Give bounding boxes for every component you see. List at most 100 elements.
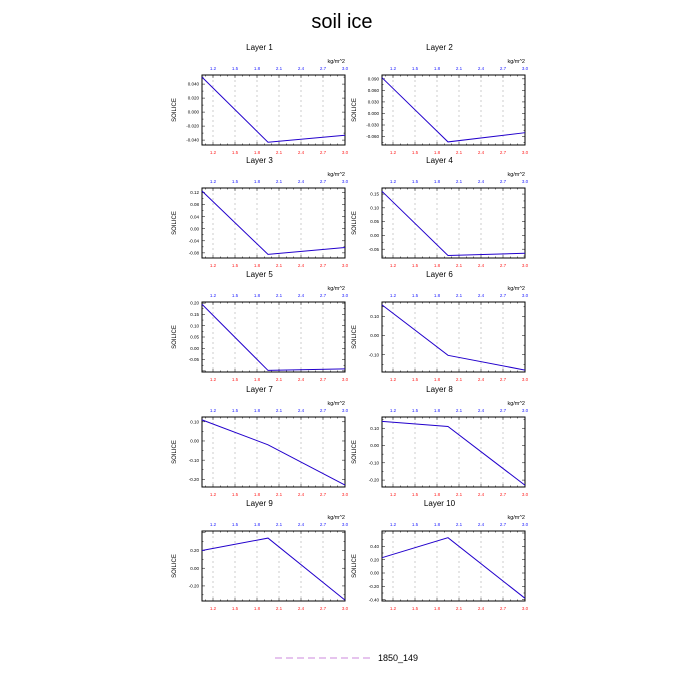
top-x-tick-label: 1.5 xyxy=(412,66,419,71)
top-x-tick-label: 1.8 xyxy=(254,179,261,184)
y-tick-label: 0.20 xyxy=(190,548,199,553)
top-x-tick-label: 2.1 xyxy=(456,293,463,298)
top-x-tick-label: 2.4 xyxy=(478,66,485,71)
top-x-tick-label: 1.8 xyxy=(254,522,261,527)
series-line xyxy=(201,76,346,143)
top-x-tick-label: 1.2 xyxy=(210,66,217,71)
top-x-tick-label: 1.5 xyxy=(412,179,419,184)
series-line xyxy=(201,190,346,255)
top-x-tick-label: 3.0 xyxy=(342,66,349,71)
x-tick-label: 2.4 xyxy=(298,492,305,497)
top-x-tick-label: 3.0 xyxy=(342,408,349,413)
top-x-tick-label: 2.1 xyxy=(276,408,283,413)
series-line xyxy=(201,537,346,601)
y-tick-label: -0.020 xyxy=(186,124,199,129)
x-tick-label: 1.5 xyxy=(412,377,419,382)
top-x-tick-label: 2.1 xyxy=(456,522,463,527)
series-line xyxy=(381,77,526,143)
y-tick-label: 0.12 xyxy=(190,190,199,195)
top-x-tick-label: 1.8 xyxy=(254,293,261,298)
y-tick-label: -0.060 xyxy=(366,134,379,139)
y-tick-label: 0.15 xyxy=(370,192,379,197)
top-x-tick-label: 3.0 xyxy=(342,179,349,184)
top-x-tick-label: 2.4 xyxy=(298,522,305,527)
panel-title: Layer 10 xyxy=(424,499,456,508)
panel-title: Layer 6 xyxy=(426,270,453,279)
series-line xyxy=(381,304,526,371)
x-tick-label: 1.5 xyxy=(232,377,239,382)
top-axis-unit: kg/m^2 xyxy=(507,401,525,407)
top-x-tick-label: 1.5 xyxy=(412,522,419,527)
top-x-tick-label: 2.4 xyxy=(298,66,305,71)
top-x-tick-label: 2.1 xyxy=(276,66,283,71)
y-axis-label: SOILICE xyxy=(172,98,178,122)
series-line xyxy=(201,419,346,486)
panel-3: 1.2 1.2 1.5 1.5 1.8 1.8 2.1 2.1 2.4 2.4 2.7 2.7 3.0 3… xyxy=(172,156,349,268)
top-axis-unit: kg/m^2 xyxy=(327,59,345,65)
top-x-tick-label: 2.4 xyxy=(298,179,305,184)
panel-5: 1.2 1.2 1.5 1.5 1.8 1.8 2.1 2.1 2.4 2.4 2.7 2.7 3.0 3… xyxy=(172,270,349,382)
y-tick-label: 0.10 xyxy=(190,323,199,328)
y-tick-label: 0.00 xyxy=(370,333,379,338)
top-x-tick-label: 2.7 xyxy=(320,408,327,413)
x-tick-label: 2.1 xyxy=(276,377,283,382)
x-tick-label: 2.1 xyxy=(456,377,463,382)
y-tick-label: 0.030 xyxy=(368,100,380,105)
top-x-tick-label: 1.8 xyxy=(434,66,441,71)
y-tick-label: 0.04 xyxy=(190,214,199,219)
top-x-tick-label: 1.2 xyxy=(390,179,397,184)
y-tick-label: -0.05 xyxy=(369,247,380,252)
y-tick-label: -0.040 xyxy=(186,138,199,143)
top-x-tick-label: 2.7 xyxy=(500,408,507,413)
x-tick-label: 1.2 xyxy=(390,377,397,382)
chart-title: soil ice xyxy=(311,11,372,33)
x-tick-label: 2.1 xyxy=(276,492,283,497)
x-tick-label: 2.1 xyxy=(276,606,283,611)
x-tick-label: 3.0 xyxy=(342,150,349,155)
plot-frame xyxy=(201,416,346,488)
top-axis-unit: kg/m^2 xyxy=(507,172,525,178)
top-axis-unit: kg/m^2 xyxy=(327,172,345,178)
x-tick-label: 2.7 xyxy=(500,606,507,611)
top-x-tick-label: 2.4 xyxy=(478,408,485,413)
x-tick-label: 2.4 xyxy=(298,263,305,268)
top-x-tick-label: 1.2 xyxy=(210,522,217,527)
top-x-tick-label: 1.8 xyxy=(434,522,441,527)
y-axis-label: SOILICE xyxy=(172,325,178,349)
top-x-tick-label: 1.5 xyxy=(232,293,239,298)
x-tick-label: 3.0 xyxy=(342,263,349,268)
y-tick-label: 0.20 xyxy=(190,301,199,306)
top-x-tick-label: 1.5 xyxy=(412,293,419,298)
x-tick-label: 2.1 xyxy=(276,263,283,268)
x-tick-label: 2.7 xyxy=(500,263,507,268)
y-axis-label: SOILICE xyxy=(172,211,178,235)
y-tick-label: 0.40 xyxy=(370,544,379,549)
y-tick-label: -0.20 xyxy=(369,584,380,589)
top-x-tick-label: 1.2 xyxy=(390,66,397,71)
x-tick-label: 2.4 xyxy=(478,263,485,268)
x-tick-label: 2.7 xyxy=(320,263,327,268)
top-x-tick-label: 3.0 xyxy=(342,522,349,527)
x-tick-label: 2.1 xyxy=(456,606,463,611)
x-tick-label: 1.5 xyxy=(232,150,239,155)
x-tick-label: 1.2 xyxy=(210,606,217,611)
top-x-tick-label: 2.4 xyxy=(478,522,485,527)
top-x-tick-label: 3.0 xyxy=(522,179,529,184)
y-tick-label: -0.10 xyxy=(189,458,200,463)
x-tick-label: 1.2 xyxy=(390,606,397,611)
top-axis-unit: kg/m^2 xyxy=(327,401,345,407)
top-x-tick-label: 1.2 xyxy=(390,408,397,413)
top-x-tick-label: 2.4 xyxy=(298,408,305,413)
legend-label: 1850_149 xyxy=(378,653,418,663)
plot-frame xyxy=(201,187,346,259)
x-tick-label: 1.5 xyxy=(232,492,239,497)
top-x-tick-label: 3.0 xyxy=(522,66,529,71)
y-tick-label: 0.05 xyxy=(370,219,379,224)
y-tick-label: 0.00 xyxy=(370,571,379,576)
top-axis-unit: kg/m^2 xyxy=(507,286,525,292)
x-tick-label: 1.2 xyxy=(390,263,397,268)
top-x-tick-label: 1.8 xyxy=(254,408,261,413)
y-tick-label: 0.040 xyxy=(188,82,200,87)
y-tick-label: 0.08 xyxy=(190,202,199,207)
